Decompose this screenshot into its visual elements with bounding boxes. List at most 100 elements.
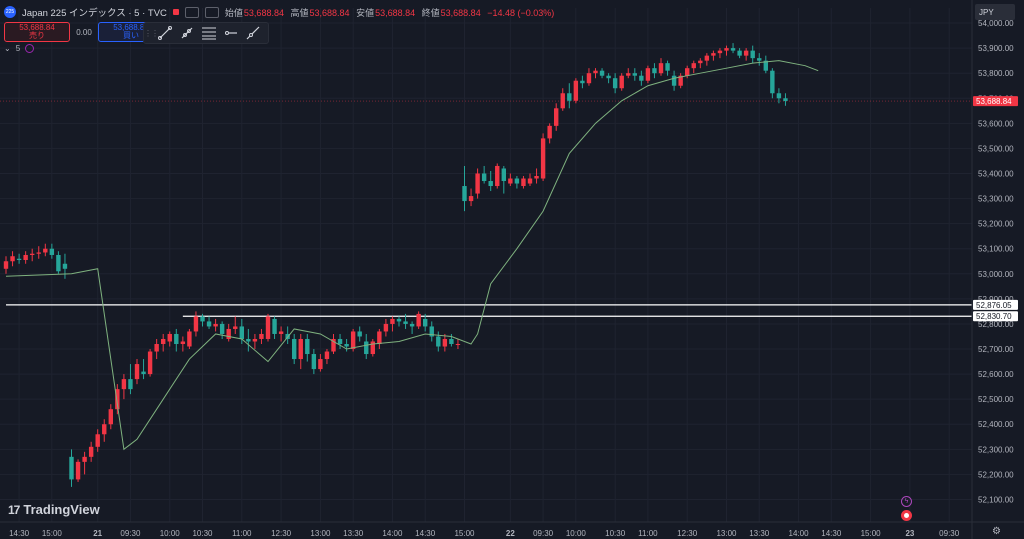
y-tick-label: 53,400.00 (978, 169, 1014, 178)
logo-mark: 17 (8, 502, 20, 517)
candle-body (724, 48, 729, 51)
symbol-title[interactable]: Japan 225 インデックス · 5 · TVC (22, 8, 167, 19)
candle-body (75, 461, 81, 480)
candle-body (665, 63, 670, 71)
candle-body (514, 178, 520, 184)
lightning-icon[interactable]: ϟ (901, 496, 912, 507)
candle-body (586, 73, 592, 84)
y-tick-label: 53,300.00 (978, 195, 1014, 204)
candle-body (95, 434, 100, 447)
x-tick-label: 10:00 (160, 529, 181, 538)
candle-body (226, 328, 231, 339)
candle-body (409, 323, 415, 327)
chevron-down-icon[interactable]: ⌄ (4, 44, 11, 53)
candle-body (626, 73, 631, 76)
drag-handle-icon[interactable]: ⋮⋮ (144, 28, 159, 38)
candle-body (501, 168, 506, 182)
candle-body (16, 258, 22, 260)
candle-body (187, 331, 192, 347)
settings-icon[interactable] (204, 6, 219, 18)
fib-retracement-icon[interactable] (198, 23, 220, 43)
candle-body (115, 389, 120, 410)
y-tick-label: 53,800.00 (978, 69, 1014, 78)
y-tick-label: 52,300.00 (978, 445, 1014, 454)
candle-body (30, 253, 35, 255)
y-tick-label: 54,000.00 (978, 19, 1014, 28)
y-tick-label: 53,000.00 (978, 270, 1014, 279)
x-tick-label: 12:30 (677, 529, 698, 538)
y-tick-label: 52,200.00 (978, 470, 1014, 479)
candle-body (246, 338, 251, 342)
candle-body (763, 60, 768, 71)
x-tick-label: 15:00 (42, 529, 63, 538)
x-tick-label: 10:30 (605, 529, 626, 538)
y-tick-label: 52,600.00 (978, 370, 1014, 379)
candle-body (200, 316, 205, 322)
candle-body (612, 78, 618, 89)
ray-tool-icon[interactable] (176, 23, 198, 43)
trade-panel: 53,688.84 売り 0.00 53,688.84 買い (4, 22, 164, 42)
x-tick-label: 14:00 (382, 529, 403, 538)
candle-body (730, 48, 736, 51)
candle-body (311, 354, 317, 370)
candle-body (442, 338, 448, 347)
indicator-legend[interactable]: ⌄ 5 (4, 44, 35, 53)
y-tick-label: 52,900.00 (978, 295, 1014, 304)
candle-body (193, 316, 199, 332)
x-tick-label: 15:00 (454, 529, 475, 538)
candle-body (508, 178, 513, 184)
candle-body (219, 323, 225, 334)
indicator-length: 5 (15, 44, 21, 53)
spread-value: 0.00 (76, 27, 92, 37)
candle-body (704, 55, 710, 61)
symbol-icon: 225 (4, 6, 16, 18)
candle-body (567, 93, 572, 101)
record-icon[interactable] (901, 510, 912, 521)
candle-body (416, 313, 421, 327)
candle-body (717, 50, 723, 54)
indicator-icon[interactable] (25, 44, 35, 53)
visibility-icon[interactable] (184, 6, 199, 18)
extended-line-icon[interactable] (242, 23, 264, 43)
candle-body (776, 93, 782, 99)
candle-body (3, 261, 9, 269)
y-tick-label: 53,100.00 (978, 245, 1014, 254)
y-tick-label: 53,900.00 (978, 44, 1014, 53)
x-tick-label: 11:00 (638, 529, 658, 538)
candle-body (757, 58, 762, 61)
candle-body (691, 63, 696, 69)
tradingview-logo: 17 TradingView (8, 502, 100, 517)
sell-button[interactable]: 53,688.84 売り (4, 22, 70, 42)
candle-body (265, 316, 271, 339)
currency-selector[interactable]: JPY (975, 4, 1015, 20)
candle-body (69, 456, 74, 480)
trend-line-icon[interactable] (154, 23, 176, 43)
candle-body (423, 318, 428, 327)
candle-body (134, 364, 140, 380)
gear-icon[interactable]: ⚙ (992, 526, 1001, 537)
candle-body (711, 53, 716, 56)
chart-header: 225 Japan 225 インデックス · 5 · TVC 始値53,688.… (4, 4, 558, 20)
candle-body (233, 326, 238, 329)
horizontal-ray-icon[interactable] (220, 23, 242, 43)
x-tick-label: 11:00 (232, 529, 252, 538)
candle-body (239, 326, 244, 339)
candle-body (783, 98, 788, 102)
candle-body (554, 108, 559, 126)
candle-body (23, 254, 28, 260)
flag-icon[interactable] (172, 9, 179, 15)
candle-body (174, 333, 179, 344)
candle-body (278, 331, 284, 334)
candle-body (128, 379, 133, 390)
candle-body (547, 125, 552, 139)
candle-body (606, 75, 611, 79)
x-tick-label: 21 (93, 529, 102, 538)
candle-body (685, 68, 690, 76)
x-tick-label: 23 (905, 529, 914, 538)
candle-body (324, 351, 330, 360)
candle-body (318, 359, 323, 370)
candle-body (658, 63, 664, 74)
candle-body (678, 75, 683, 86)
x-tick-label: 15:00 (861, 529, 882, 538)
